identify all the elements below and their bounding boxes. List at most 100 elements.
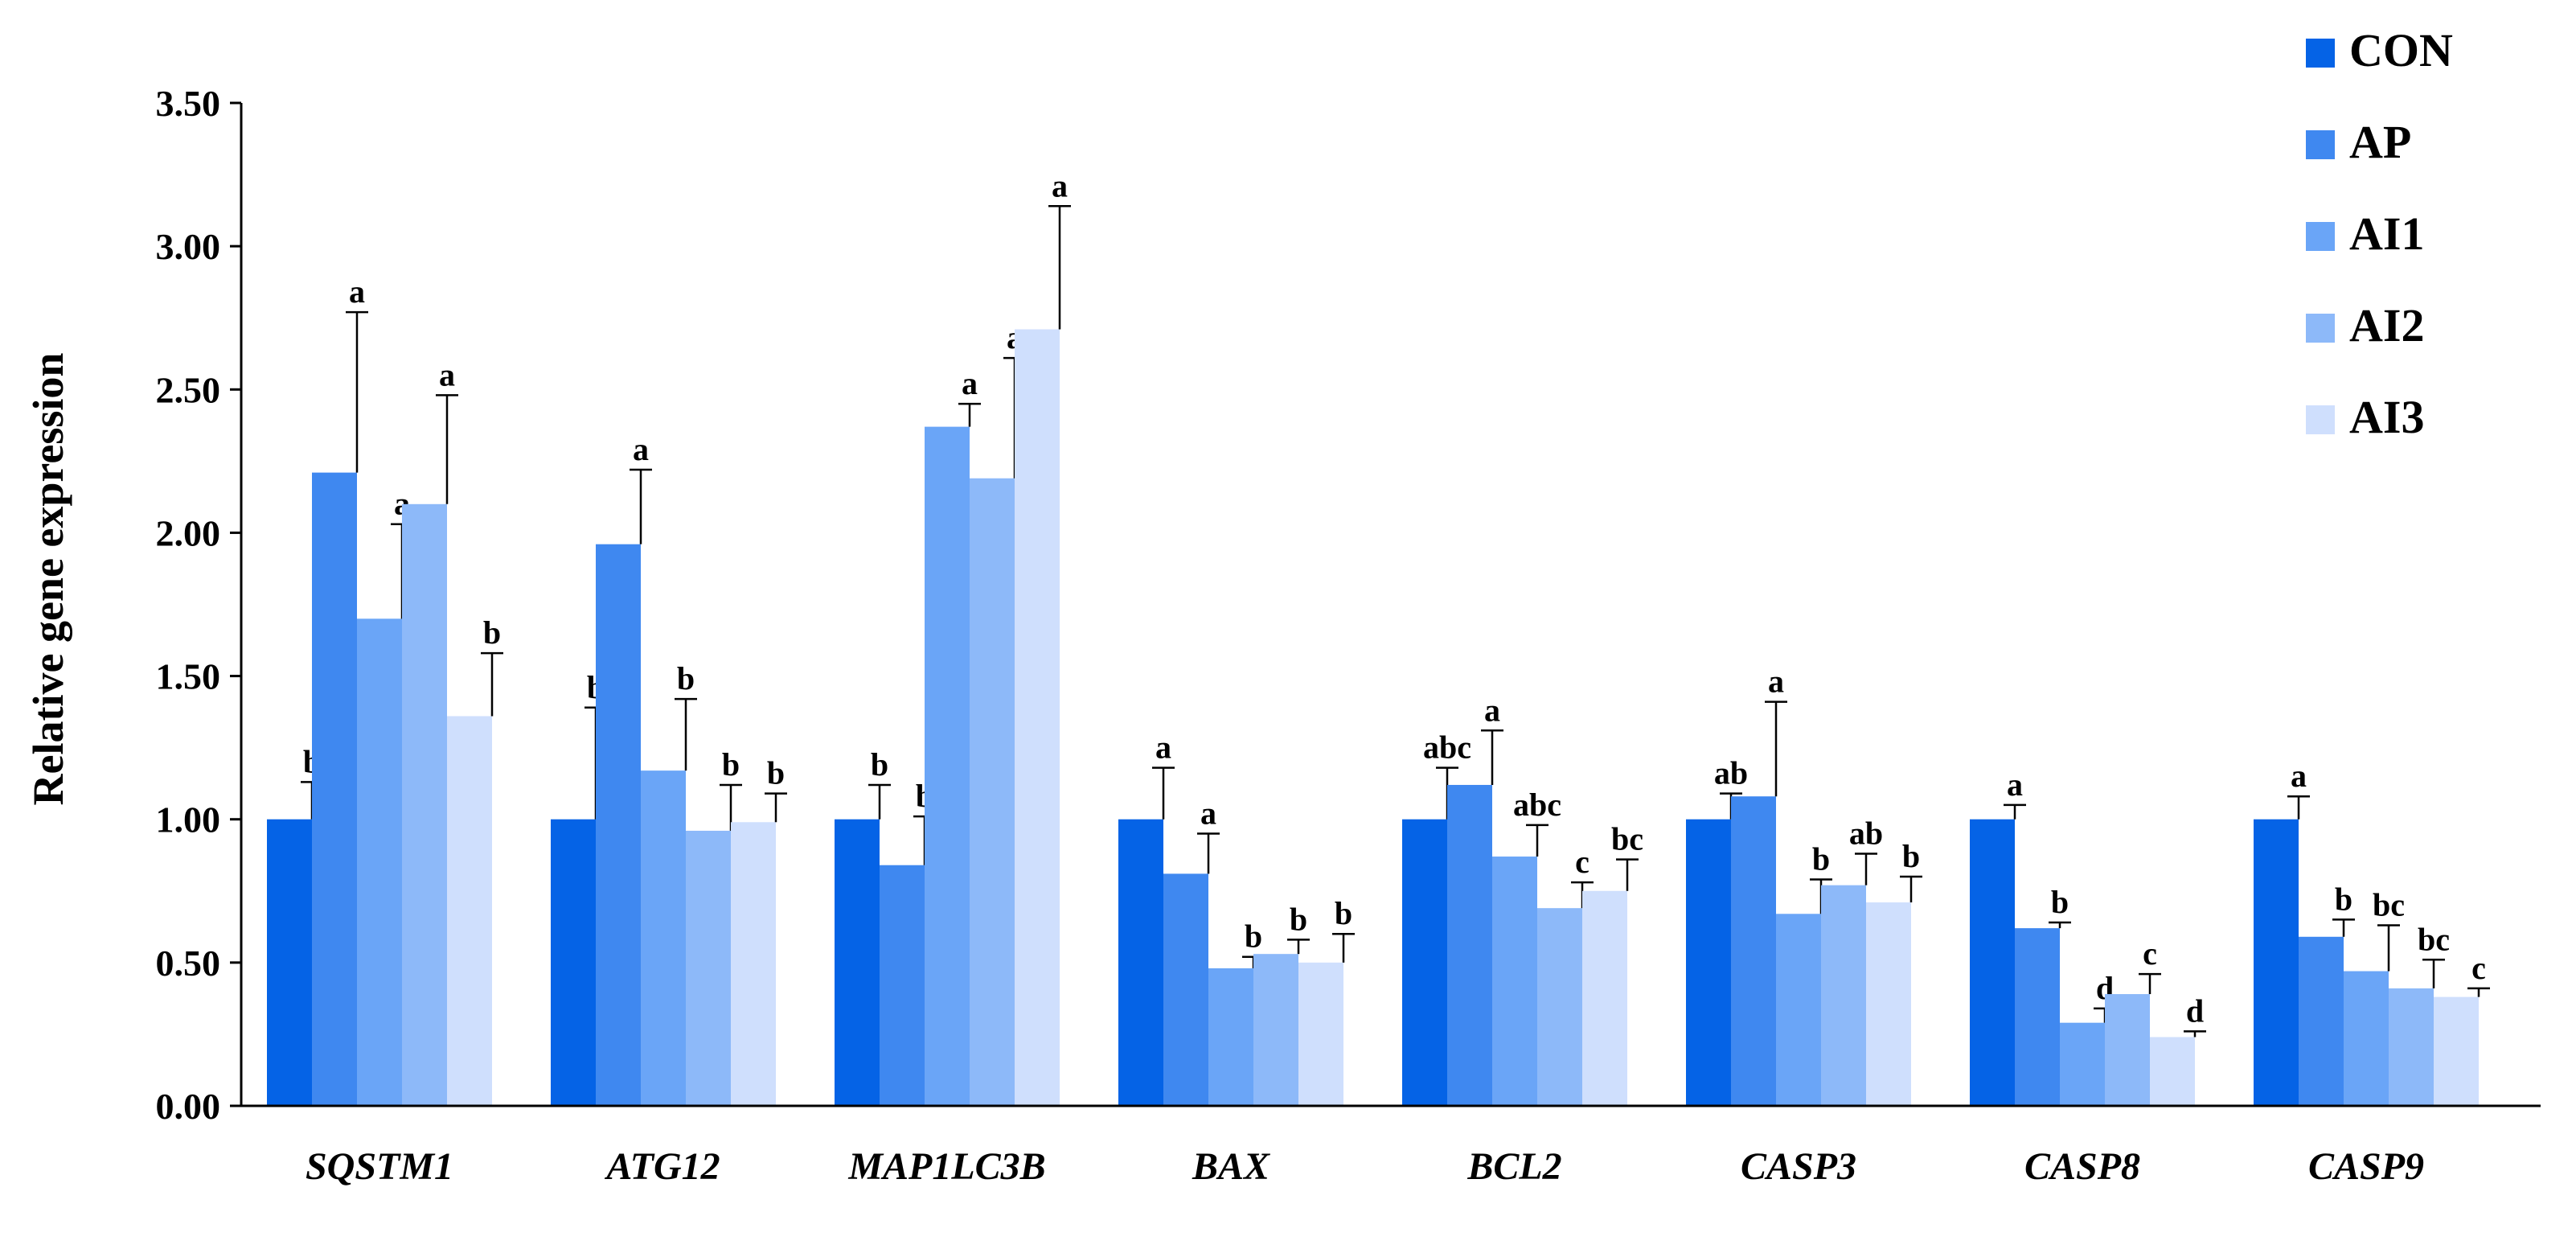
- bar: [925, 426, 970, 1106]
- bar: [1253, 954, 1298, 1106]
- legend-label: AI2: [2349, 299, 2424, 351]
- bar: [2150, 1037, 2195, 1106]
- bar: [2434, 996, 2479, 1106]
- bar: [596, 544, 641, 1106]
- bar: [447, 716, 492, 1106]
- bar: [731, 822, 776, 1106]
- significance-label: bc: [2373, 887, 2405, 923]
- significance-label: c: [2471, 950, 2486, 986]
- y-axis: 0.00 0.50 1.00 1.50 2.00 2.50 3.00 3.50: [156, 83, 243, 1127]
- x-category-label: ATG12: [604, 1145, 720, 1188]
- legend-label: AI3: [2349, 391, 2424, 443]
- series-con: bbbaabcabaa: [267, 669, 2310, 1106]
- bar: [2254, 819, 2299, 1106]
- bar: [2389, 988, 2434, 1106]
- significance-label: abc: [1423, 729, 1471, 766]
- x-axis: SQSTM1 ATG12 MAP1LC3B BAX BCL2 CASP3 CASP8 CASP…: [241, 1104, 2541, 1188]
- significance-label: a: [2007, 766, 2023, 803]
- bar: [402, 503, 447, 1106]
- bar: [1582, 890, 1627, 1106]
- bar: [970, 478, 1015, 1106]
- significance-label: b: [483, 614, 501, 651]
- bar: [880, 865, 925, 1106]
- significance-label: b: [2335, 881, 2352, 917]
- bar: [2299, 936, 2344, 1106]
- bar: [1776, 914, 1821, 1106]
- legend-swatch: [2306, 222, 2335, 251]
- significance-label: b: [677, 660, 695, 696]
- bar: [1492, 857, 1537, 1106]
- legend-swatch: [2306, 314, 2335, 343]
- bar: [1970, 819, 2015, 1106]
- significance-label: a: [1200, 795, 1216, 832]
- significance-label: b: [871, 746, 888, 783]
- significance-label: ab: [1849, 815, 1883, 851]
- bar: [267, 819, 312, 1106]
- bar: [1298, 962, 1343, 1106]
- y-axis-title: Relative gene expression: [24, 353, 72, 806]
- significance-label: bc: [2418, 921, 2450, 957]
- y-tick-label: 0.00: [156, 1086, 221, 1127]
- bar: [2344, 971, 2389, 1106]
- bar: [2105, 994, 2150, 1106]
- significance-label: abc: [1513, 787, 1561, 823]
- significance-label: a: [1155, 729, 1171, 766]
- significance-label: b: [1812, 841, 1830, 877]
- bar: [686, 830, 731, 1106]
- bar: [1402, 819, 1447, 1106]
- bar: [1447, 784, 1492, 1106]
- bar: [1731, 796, 1776, 1106]
- y-tick-label: 2.00: [156, 512, 221, 553]
- significance-label: c: [2143, 935, 2157, 972]
- significance-label: c: [1575, 844, 1589, 880]
- significance-label: d: [2186, 992, 2204, 1029]
- bar: [1686, 819, 1731, 1106]
- bar: [551, 819, 596, 1106]
- legend-label: AI1: [2349, 207, 2424, 260]
- bars: bbbaabcabaaaabaaabbabababcbdbcababcabcbc…: [267, 167, 2490, 1107]
- significance-label: bc: [1611, 821, 1643, 857]
- bar: [1118, 819, 1163, 1106]
- significance-label: a: [1052, 167, 1068, 203]
- significance-label: a: [1768, 664, 1784, 700]
- legend-swatch: [2306, 39, 2335, 68]
- bar: [2060, 1022, 2105, 1106]
- bar: [2015, 928, 2060, 1106]
- bar: [835, 819, 880, 1106]
- bar: [641, 770, 686, 1106]
- x-category-label: CASP3: [1741, 1145, 1856, 1188]
- y-tick-label: 1.00: [156, 799, 221, 840]
- bar: [1015, 329, 1060, 1107]
- legend-label: AP: [2349, 116, 2411, 168]
- legend: CON AP AI1 AI2 AI3: [2306, 24, 2453, 443]
- bar: [1821, 885, 1866, 1106]
- significance-label: b: [767, 755, 785, 791]
- y-tick-label: 3.00: [156, 226, 221, 267]
- significance-label: a: [2291, 758, 2307, 794]
- y-tick-label: 1.50: [156, 656, 221, 697]
- significance-label: b: [1290, 901, 1307, 937]
- x-category-label: MAP1LC3B: [847, 1145, 1045, 1188]
- x-category-label: BAX: [1192, 1145, 1270, 1188]
- y-tick-label: 3.50: [156, 83, 221, 124]
- significance-label: a: [633, 431, 649, 467]
- legend-label: CON: [2349, 24, 2453, 76]
- significance-label: b: [1335, 895, 1352, 931]
- x-category-label: SQSTM1: [306, 1145, 453, 1188]
- x-category-label: CASP9: [2308, 1145, 2424, 1188]
- significance-label: b: [722, 746, 740, 783]
- y-tick-label: 2.50: [156, 369, 221, 410]
- bar: [1537, 908, 1582, 1106]
- bar: [312, 472, 357, 1106]
- significance-label: b: [2051, 884, 2069, 920]
- bar: [1163, 873, 1208, 1106]
- significance-label: a: [349, 273, 365, 310]
- significance-label: a: [439, 356, 455, 392]
- bar: [357, 618, 402, 1106]
- bar: [1208, 968, 1253, 1106]
- x-category-label: CASP8: [2024, 1145, 2140, 1188]
